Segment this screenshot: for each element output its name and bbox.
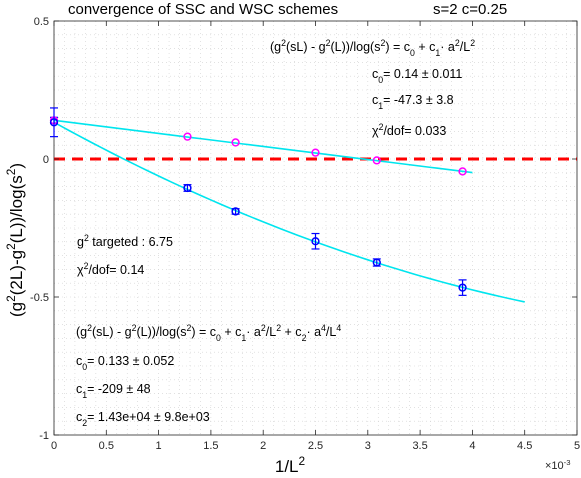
fit1-chi2: χ2/dof= 0.033	[372, 122, 446, 138]
series-2-point	[458, 283, 467, 292]
series-2-point	[311, 237, 320, 246]
x-axis-multiplier: ×10-3	[545, 458, 571, 473]
fit2-target: g2 targeted : 6.75	[77, 233, 173, 249]
x-tick-label: 1.5	[203, 440, 218, 452]
fit2-c2: c2= 1.43e+04 ± 9.8e+03	[76, 410, 210, 428]
x-tick-label: 0.5	[99, 440, 114, 452]
data-points	[49, 107, 467, 296]
series-2-point	[372, 258, 381, 267]
series-2-extrapolated-point	[49, 118, 59, 127]
x-tick-label: 2.5	[308, 440, 323, 452]
series-1-point	[311, 148, 320, 157]
fit1-c1: c1= -47.3 ± 3.8	[372, 93, 454, 111]
series-1-point	[458, 167, 467, 176]
chart-title-params: s=2 c=0.25	[433, 1, 507, 18]
fit-curves	[53, 119, 525, 303]
series-1-point	[372, 156, 381, 165]
series-2-point	[231, 207, 240, 216]
x-tick-label: 2	[260, 440, 266, 452]
x-tick-label: 5	[574, 440, 580, 452]
y-tick-label: 0.5	[34, 16, 49, 28]
grid	[54, 21, 577, 435]
y-tick-label: 0	[43, 154, 49, 166]
fit2-formula: (g2(sL) - g2(L))/log(s2) = c0 + c1· a2/L…	[76, 323, 341, 343]
series-2-point	[183, 183, 192, 193]
chart-title: convergence of SSC and WSC schemes	[68, 1, 338, 18]
fit-curve-1	[53, 119, 473, 174]
x-tick-label: 3.5	[412, 440, 427, 452]
fit-curve-2	[53, 121, 525, 303]
x-tick-label: 3	[365, 440, 371, 452]
y-axis-label: (g2(2L)-g2(L))/log(s2)	[4, 163, 26, 317]
x-tick-label: 4	[469, 440, 475, 452]
fit-annotations: (g2(sL) - g2(L))/log(s2) = c0 + c1· a2/L…	[76, 38, 475, 428]
fit1-formula: (g2(sL) - g2(L))/log(s2) = c0 + c1· a2/L…	[270, 38, 475, 58]
y-tick-label: -1	[39, 430, 49, 442]
x-tick-label: 0	[51, 440, 57, 452]
x-tick-label: 1	[156, 440, 162, 452]
x-axis-label: 1/L2	[275, 454, 306, 476]
series-1-point	[231, 138, 240, 147]
fit2-c0: c0= 0.133 ± 0.052	[76, 354, 174, 372]
fit2-c1: c1= -209 ± 48	[76, 382, 151, 400]
fit2-chi2: χ2/dof= 0.14	[77, 261, 144, 277]
x-tick-label: 4.5	[517, 440, 532, 452]
y-tick-label: -0.5	[30, 292, 49, 304]
axis-ticks: 0 0.5 1 1.5 2 2.5 3 3.5 4 4.5 5 0.5 0 -0.5 -1	[30, 16, 580, 452]
fit1-c0: c0= 0.14 ± 0.011	[372, 67, 462, 85]
series-1-point	[183, 132, 192, 141]
